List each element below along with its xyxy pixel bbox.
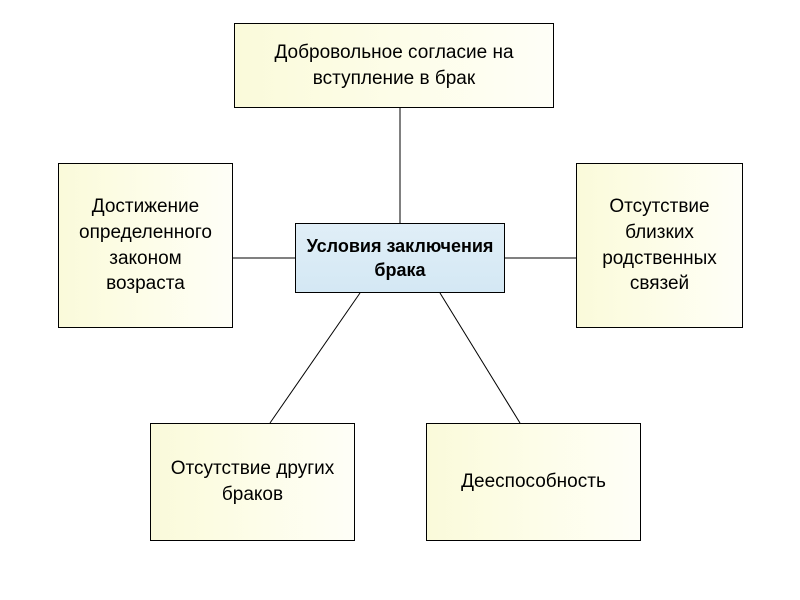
node-top-label: Добровольное согласие на вступление в бр… (245, 40, 543, 91)
node-left: Достижение определенного законом возраст… (58, 163, 233, 328)
node-center-label: Условия заключения брака (306, 234, 494, 283)
node-left-label: Достижение определенного законом возраст… (69, 194, 222, 297)
node-top: Добровольное согласие на вступление в бр… (234, 23, 554, 108)
edge-bottom-left (270, 293, 360, 423)
node-right-label: Отсутствие близких родственных связей (587, 194, 732, 297)
node-bottom-right: Дееспособность (426, 423, 641, 541)
node-right: Отсутствие близких родственных связей (576, 163, 743, 328)
edge-bottom-right (440, 293, 520, 423)
node-center: Условия заключения брака (295, 223, 505, 293)
node-bottom-right-label: Дееспособность (461, 469, 606, 495)
node-bottom-left: Отсутствие других браков (150, 423, 355, 541)
node-bottom-left-label: Отсутствие других браков (161, 456, 344, 507)
